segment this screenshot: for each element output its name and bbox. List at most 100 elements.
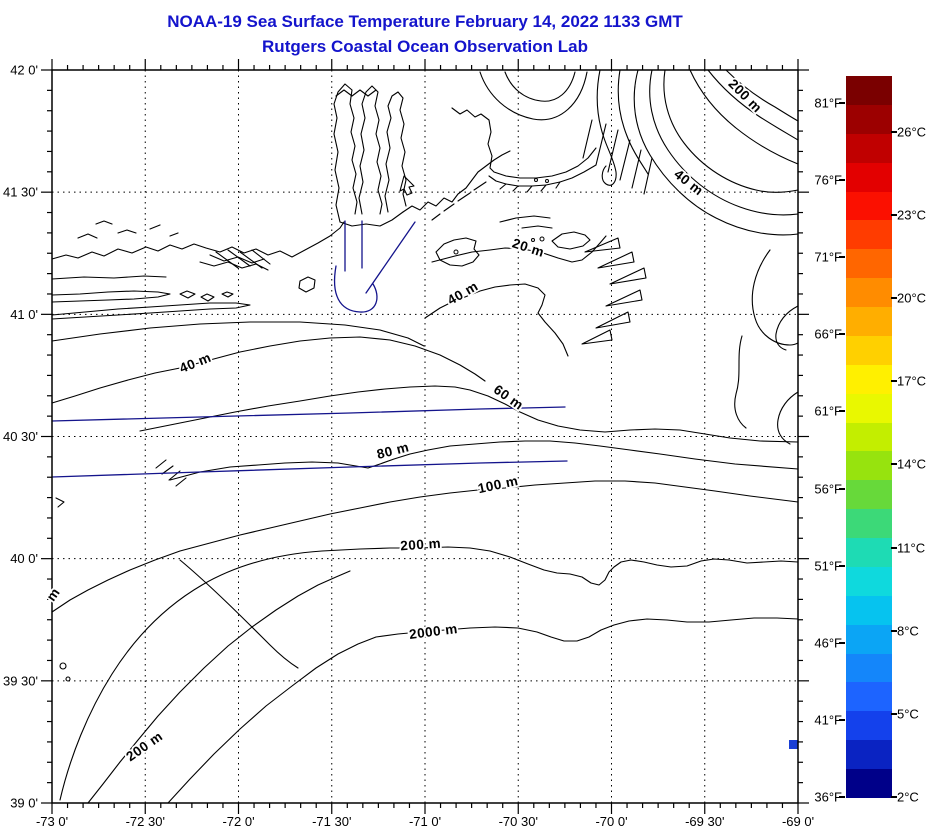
celsius-label: 11°C (897, 540, 926, 555)
coastline-path (335, 89, 404, 227)
colorbar-tick (839, 718, 845, 721)
colorbar-tick (839, 410, 845, 413)
contour-depth-label: 40 m (445, 278, 481, 307)
colorbar-tick (839, 333, 845, 336)
celsius-label: 20°C (897, 290, 927, 306)
bathymetry-contours-path (179, 559, 299, 669)
coastline-path (596, 69, 617, 186)
colorbar-tick (891, 546, 897, 549)
coastline-path (499, 215, 553, 229)
colorbar-band (846, 220, 892, 250)
coastline-path (298, 276, 316, 293)
colorbar-tick (891, 213, 897, 216)
colorbar-band (846, 769, 892, 798)
y-tick-label: 40 0' (10, 551, 38, 566)
colorbar-tick (891, 380, 897, 383)
coastline-path (435, 237, 480, 267)
colorbar-band (846, 307, 892, 336)
colorbar-tick (891, 796, 897, 799)
coastline-path (707, 69, 799, 141)
x-tick-label: -71 30' (312, 814, 351, 829)
colorbar-tick (891, 629, 897, 632)
colorbar-band (846, 364, 892, 394)
bathymetry-contours-path (51, 336, 486, 404)
contour-depth-label: m (44, 585, 63, 604)
temperature-colorbar (846, 76, 892, 798)
y-tick-label: 40 30' (3, 429, 38, 444)
bathymetry-contours-path (169, 440, 799, 481)
x-tick-label: -69 0' (782, 814, 814, 829)
bathymetry-contours (51, 235, 799, 804)
page-title: NOAA-19 Sea Surface Temperature February… (167, 12, 683, 31)
coastline-path (51, 221, 345, 260)
coastline-path (488, 164, 597, 187)
coastline-path (499, 181, 561, 193)
celsius-label: 23°C (897, 207, 927, 223)
page-subtitle: Rutgers Coastal Ocean Observation Lab (262, 37, 588, 56)
coastline-path (77, 220, 179, 239)
navy-annotations-path (333, 265, 378, 313)
coastline-path (51, 302, 251, 320)
colorbar-band (846, 335, 892, 365)
colorbar-band (846, 509, 892, 538)
coastline-path (545, 179, 549, 183)
colorbar-tick (891, 712, 897, 715)
fahrenheit-label: 51°F (814, 558, 842, 574)
celsius-label: 26°C (897, 124, 927, 139)
colorbar-band (846, 538, 892, 567)
current-arrow-icon (399, 175, 415, 196)
coastline-path (582, 119, 653, 195)
y-tick-label: 42 0' (10, 63, 38, 78)
contour-depth-label: 40 m (177, 350, 213, 376)
coastline-path (51, 321, 425, 347)
axis-ticks (41, 59, 809, 814)
navy-annotations-path (51, 406, 566, 422)
coastline-path (179, 290, 234, 302)
coastline-path (215, 249, 271, 269)
celsius-label: 2°C (897, 789, 919, 805)
colorbar-tick (839, 179, 845, 182)
celsius-label: 8°C (897, 623, 919, 639)
graticule-gridlines (52, 70, 798, 803)
coastline-path (649, 69, 799, 216)
contour-depth-label: 40 m (671, 166, 706, 198)
navy-annotations-path (51, 460, 568, 478)
data-marker-square (789, 740, 798, 749)
x-tick-label: -72 0' (222, 814, 254, 829)
coastline-path (551, 231, 591, 250)
fahrenheit-label: 71°F (814, 249, 842, 265)
colorbar-band (846, 682, 892, 712)
celsius-label: 17°C (897, 373, 927, 389)
colorbar-band (846, 566, 892, 596)
colorbar-band (846, 653, 892, 683)
fahrenheit-label: 66°F (814, 326, 842, 342)
bathymetry-contours-path (424, 283, 569, 357)
bathymetry-contours-path (139, 385, 799, 443)
navy-annotations (51, 220, 798, 749)
colorbar-tick (839, 102, 845, 104)
y-tick-label: 41 30' (3, 185, 38, 200)
colorbar-band (846, 162, 892, 192)
coastline-path (504, 71, 576, 102)
colorbar-tick (891, 463, 897, 466)
colorbar-band (846, 278, 892, 307)
contour-depth-label: 2000 m (408, 621, 458, 642)
contour-depth-label: 100 m (477, 473, 520, 496)
colorbar-tick (891, 296, 897, 299)
contour-depth-label: 20 m (510, 236, 546, 260)
coastline-path (633, 69, 799, 236)
bathymetry-contours-path (87, 570, 351, 804)
x-tick-label: -72 30' (126, 814, 165, 829)
fahrenheit-label: 76°F (814, 172, 842, 188)
x-tick-labels: -73 0' -72 30' -72 0' -71 30' -71 0' -70 30' -… (36, 814, 814, 829)
coastline-path (51, 275, 167, 280)
fahrenheit-label: 41°F (814, 712, 842, 728)
fahrenheit-label: 56°F (814, 481, 842, 496)
bathymetry-contours-path (431, 235, 607, 263)
contour-depth-label: 80 m (375, 439, 410, 461)
coastline-path (531, 238, 535, 242)
contour-depth-label: 200 m (123, 728, 165, 764)
y-tick-label: 39 0' (10, 796, 38, 811)
y-tick-labels: 42 0' 41 30' 41 0' 40 30' 40 0' 39 30' 39 0' (3, 63, 38, 811)
